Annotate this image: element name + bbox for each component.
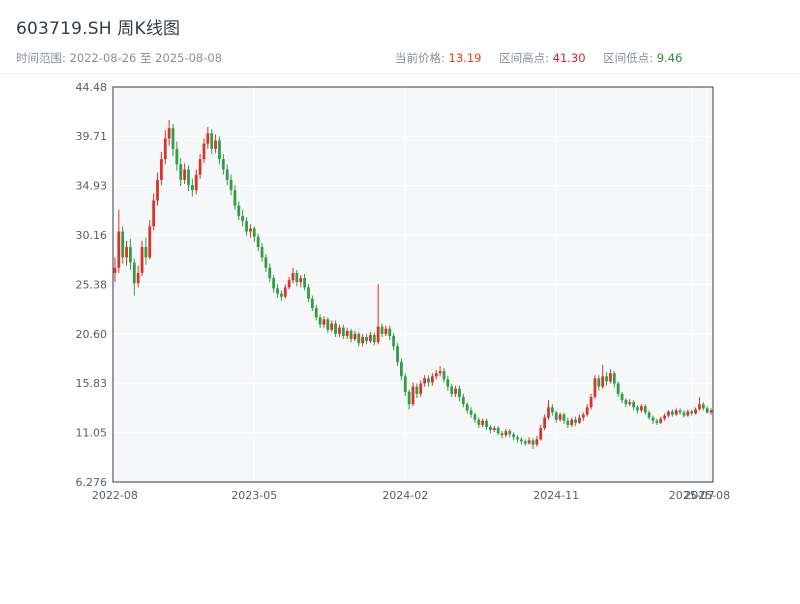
range-high-stat: 区间高点: 41.30	[499, 51, 585, 65]
svg-text:20.60: 20.60	[76, 328, 108, 341]
svg-text:39.71: 39.71	[76, 130, 108, 143]
current-price-label: 当前价格:	[395, 51, 445, 65]
svg-text:2024-02: 2024-02	[382, 489, 428, 502]
time-range-label: 时间范围: 2022-08-26 至 2025-08-08	[16, 51, 223, 65]
current-price-value: 13.19	[448, 51, 482, 65]
svg-text:30.16: 30.16	[76, 229, 108, 242]
svg-text:2025-08: 2025-08	[684, 489, 730, 502]
range-low-value: 9.46	[656, 51, 683, 65]
svg-text:34.93: 34.93	[76, 180, 108, 193]
svg-text:2024-11: 2024-11	[533, 489, 579, 502]
svg-text:15.83: 15.83	[76, 377, 108, 390]
svg-text:11.05: 11.05	[76, 426, 108, 439]
range-low-stat: 区间低点: 9.46	[603, 51, 682, 65]
subtitle-row: 时间范围: 2022-08-26 至 2025-08-08 当前价格: 13.1…	[0, 50, 800, 68]
candles	[113, 119, 713, 450]
x-axis-labels: 2022-08 2023-05 2024-02 2024-11 2025-072025-…	[92, 489, 730, 502]
svg-text:6.276: 6.276	[76, 476, 108, 489]
page-title: 603719.SH 周K线图	[16, 19, 181, 39]
current-price-stat: 当前价格: 13.19	[395, 51, 481, 65]
candlestick-chart: 6.276 11.05 15.83 20.60 25.38 30.16 34.93 39.71…	[0, 80, 800, 600]
y-axis-labels: 6.276 11.05 15.83 20.60 25.38 30.16 34.93 39.71…	[76, 81, 108, 489]
svg-text:25.38: 25.38	[76, 278, 108, 291]
header: 603719.SH 周K线图 时间范围: 2022-08-26 至 2025-0…	[0, 0, 800, 74]
range-high-label: 区间高点:	[499, 51, 549, 65]
range-high-value: 41.30	[552, 51, 586, 65]
stats-row: 当前价格: 13.19 区间高点: 41.30 区间低点: 9.46	[395, 50, 696, 66]
svg-text:44.48: 44.48	[76, 81, 108, 94]
svg-text:2025-07: 2025-07	[669, 489, 715, 502]
svg-text:2022-08: 2022-08	[92, 489, 138, 502]
candlestick-svg: 6.276 11.05 15.83 20.60 25.38 30.16 34.93 39.71…	[76, 81, 731, 502]
plot-border	[112, 86, 714, 483]
svg-text:2023-05: 2023-05	[231, 489, 277, 502]
range-low-label: 区间低点:	[603, 51, 654, 65]
